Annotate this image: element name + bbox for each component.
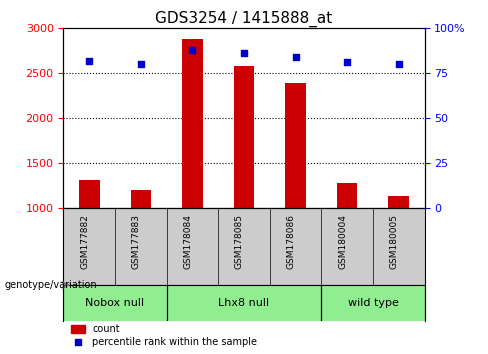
Text: count: count (92, 324, 120, 334)
Text: GSM178085: GSM178085 (235, 214, 244, 269)
Text: GSM180005: GSM180005 (390, 214, 399, 269)
Text: wild type: wild type (347, 298, 398, 308)
Bar (337, 183, 358, 208)
Bar (71, 325, 85, 333)
Point (74, 339, 82, 344)
Title: GDS3254 / 1415888_at: GDS3254 / 1415888_at (155, 11, 333, 27)
Point (85, 58, 93, 63)
Bar (285, 83, 306, 208)
Text: GSM178084: GSM178084 (183, 214, 192, 269)
Text: GSM178086: GSM178086 (286, 214, 296, 269)
Bar (234, 66, 254, 208)
Text: Lhx8 null: Lhx8 null (219, 298, 269, 308)
Text: GSM177883: GSM177883 (132, 214, 141, 269)
Text: GSM177882: GSM177882 (80, 214, 89, 269)
Bar (182, 39, 203, 208)
Point (343, 60, 351, 65)
Point (137, 62, 145, 67)
Bar (388, 195, 409, 208)
Point (395, 62, 403, 67)
Text: GSM180004: GSM180004 (338, 214, 347, 269)
Point (188, 47, 196, 53)
Text: Nobox null: Nobox null (85, 298, 144, 308)
Text: percentile rank within the sample: percentile rank within the sample (92, 337, 257, 347)
Point (292, 54, 300, 60)
Text: genotype/variation: genotype/variation (5, 280, 98, 290)
Point (240, 51, 248, 56)
Bar (130, 190, 151, 208)
Bar (79, 180, 100, 208)
